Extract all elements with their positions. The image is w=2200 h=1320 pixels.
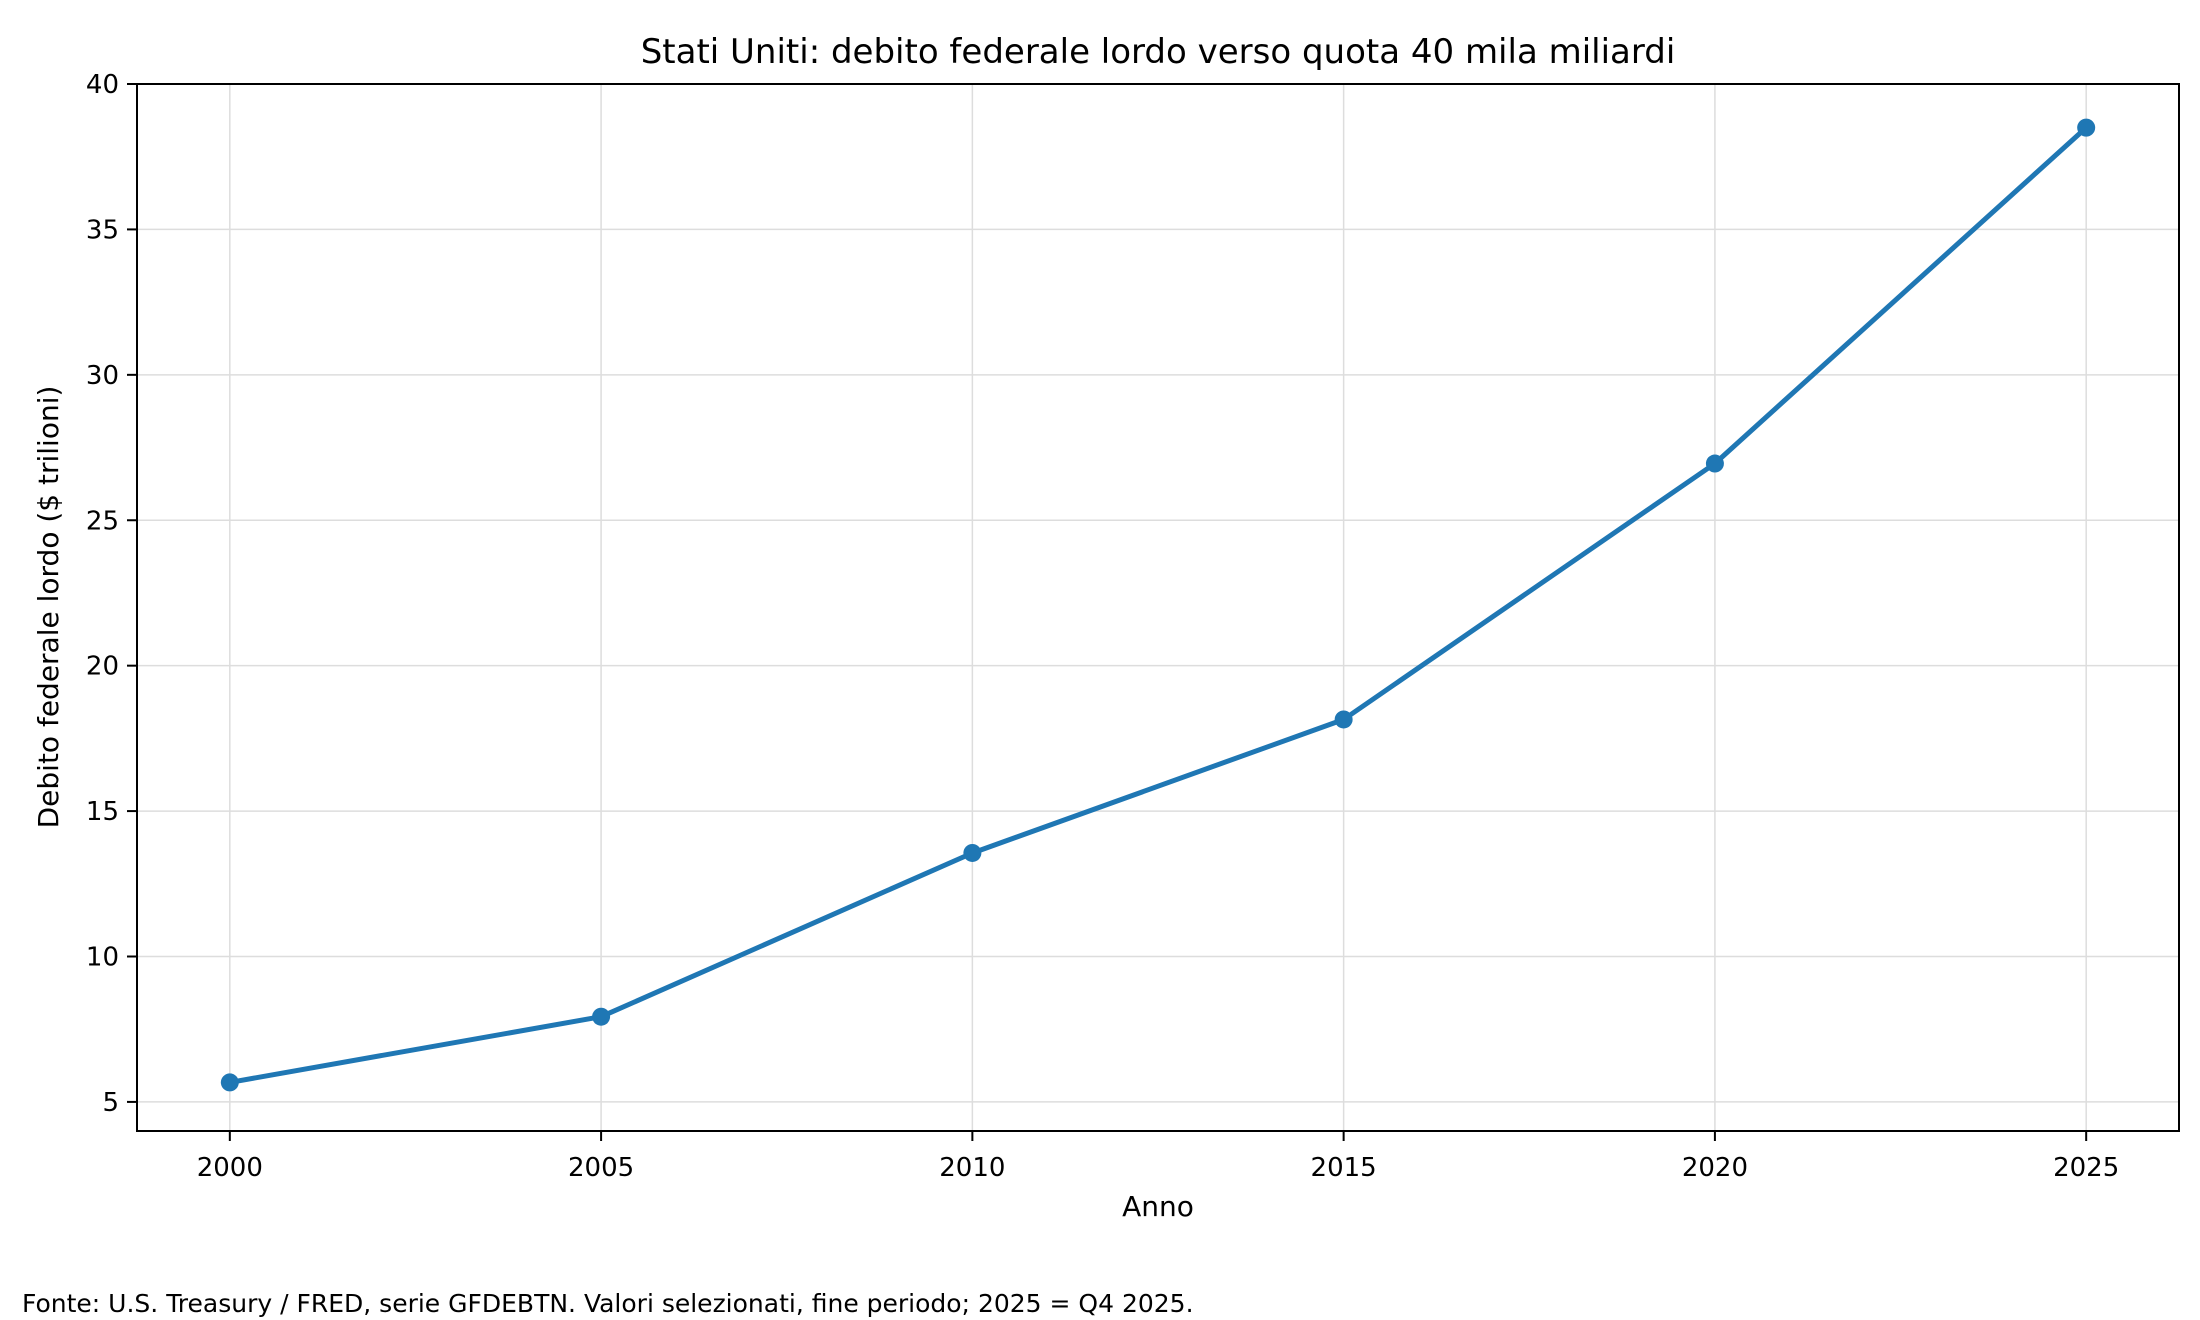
x-axis: 2000 2005 2010 2015 2020 2025	[197, 1131, 2119, 1183]
y-tick-label: 10	[86, 943, 119, 973]
chart-title: Stati Uniti: debito federale lordo verso…	[641, 32, 1676, 72]
data-point	[1334, 710, 1353, 729]
x-tick-label: 2010	[939, 1153, 1005, 1183]
data-point	[963, 843, 982, 862]
data-point	[1705, 454, 1724, 473]
gridlines	[137, 83, 2179, 1131]
data-point	[2077, 118, 2096, 137]
y-axis: 5 10 15 20 25 30 35 40	[86, 70, 137, 1118]
y-tick-label: 20	[86, 652, 119, 682]
data-point	[592, 1007, 611, 1026]
y-tick-label: 15	[86, 797, 119, 827]
x-tick-label: 2005	[568, 1153, 634, 1183]
y-tick-label: 40	[86, 70, 119, 100]
y-tick-label: 5	[102, 1088, 119, 1118]
source-footnote: Fonte: U.S. Treasury / FRED, serie GFDEB…	[22, 1289, 1194, 1318]
x-tick-label: 2025	[2053, 1153, 2119, 1183]
y-tick-label: 30	[86, 361, 119, 391]
y-tick-label: 35	[86, 215, 119, 245]
x-tick-label: 2000	[197, 1153, 263, 1183]
data-point	[220, 1073, 239, 1092]
x-axis-label: Anno	[1122, 1190, 1194, 1223]
y-tick-label: 25	[86, 506, 119, 536]
y-axis-label: Debito federale lordo ($ trilioni)	[32, 386, 65, 829]
x-tick-label: 2020	[1682, 1153, 1748, 1183]
plot-frame	[136, 83, 2180, 1132]
x-tick-label: 2015	[1311, 1153, 1377, 1183]
series-line	[229, 125, 2088, 1085]
series-line-group	[220, 118, 2096, 1092]
